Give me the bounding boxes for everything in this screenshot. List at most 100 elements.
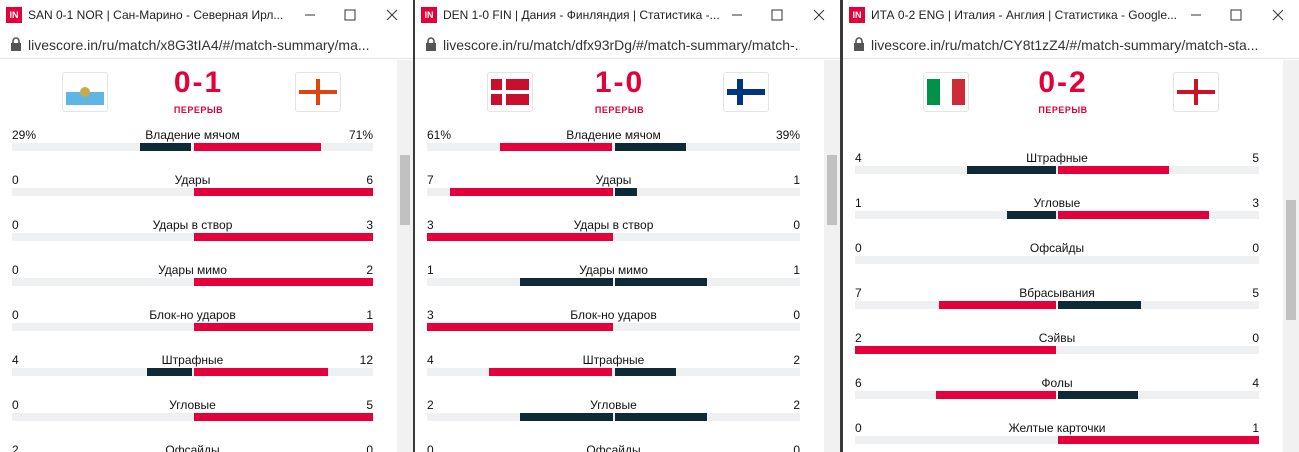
site-logo: IN [6, 7, 22, 23]
stat-label: Блок-но ударов [570, 308, 657, 322]
stat-label: Удары мимо [579, 263, 648, 277]
url-cover [800, 30, 840, 58]
stat-track [12, 233, 373, 241]
stat-track [855, 301, 1259, 309]
stat-track [855, 346, 1259, 354]
stats-list: 61% Владение мячом 39% 7 Удары 1 3 Удары в ство… [415, 122, 824, 452]
away-bar [1058, 391, 1138, 399]
stat-label: Удары [174, 173, 211, 187]
stat-track [427, 368, 800, 376]
match-status: ПЕРЕРЫВ [594, 105, 645, 115]
scrollbar[interactable] [1283, 60, 1299, 452]
away-value: 71% [348, 128, 373, 142]
home-bar [520, 278, 613, 286]
scrollbar-thumb[interactable] [400, 155, 410, 225]
score: 0-2 [1038, 66, 1088, 99]
home-value: 0 [12, 218, 19, 232]
stat-label: Удары в створ [573, 218, 654, 232]
stat-track [12, 368, 373, 376]
away-value: 5 [1252, 151, 1259, 165]
away-value: 5 [366, 398, 373, 412]
window-title: DEN 1-0 FIN | Дания - Финляндия | Статис… [443, 8, 720, 22]
away-value: 5 [1252, 286, 1259, 300]
stat-label: Офсайды [1029, 241, 1085, 255]
home-value: 1 [855, 196, 862, 210]
stat-track [427, 188, 800, 196]
home-value: 0 [427, 443, 434, 452]
home-value: 3 [427, 218, 434, 232]
match-status: ПЕРЕРЫВ [173, 105, 224, 115]
site-logo: IN [421, 7, 437, 23]
home-flag [923, 72, 969, 112]
title-bar: IN ИТА 0-2 ENG | Италия - Англия | Статис… [843, 0, 1299, 30]
away-bar [193, 413, 373, 421]
home-bar [935, 391, 1056, 399]
away-value: 6 [366, 173, 373, 187]
home-value: 4 [427, 353, 434, 367]
stat-track [427, 413, 800, 421]
stat-track [855, 211, 1259, 219]
home-value: 0 [855, 421, 862, 435]
home-value: 6 [855, 376, 862, 390]
home-bar [427, 233, 613, 241]
stat-track [427, 233, 800, 241]
home-value: 2 [12, 443, 19, 452]
home-bar [499, 143, 613, 151]
away-bar [614, 368, 676, 376]
home-value: 0 [855, 241, 862, 255]
stat-label: Угловые [1033, 196, 1081, 210]
away-bar [193, 278, 373, 286]
score: 1-0 [594, 66, 645, 99]
match-status: ПЕРЕРЫВ [1038, 105, 1088, 115]
away-bar [193, 233, 373, 241]
stat-label: Штрафные [582, 353, 645, 367]
stat-label: Угловые [169, 398, 216, 412]
stat-label: Владение мячом [145, 128, 240, 142]
home-value: 29% [12, 128, 37, 142]
stat-label: Сэйвы [1038, 331, 1076, 345]
scrollbar-thumb[interactable] [1286, 200, 1296, 320]
scrollbar[interactable] [397, 60, 413, 452]
away-value: 2 [793, 353, 800, 367]
window-controls [720, 0, 840, 30]
away-bar [1058, 211, 1209, 219]
url-cover [1259, 30, 1299, 58]
home-value: 0 [12, 398, 19, 412]
url: livescore.in/ru/match/dfx93rDg/#/match-s… [443, 37, 807, 53]
away-value: 0 [1252, 241, 1259, 255]
stat-track [855, 391, 1259, 399]
home-value: 7 [427, 173, 434, 187]
home-value: 2 [855, 331, 862, 345]
stat-label: Вбрасывания [1019, 286, 1095, 300]
window-title: ИТА 0-2 ENG | Италия - Англия | Статисти… [871, 8, 1178, 22]
home-bar [140, 143, 192, 151]
stat-track [855, 166, 1259, 174]
home-bar [967, 166, 1056, 174]
browser-window: IN ИТА 0-2 ENG | Италия - Англия | Статис… [843, 0, 1299, 452]
away-value: 1 [793, 263, 800, 277]
title-bar: IN SAN 0-1 NOR | Сан-Марино - Северная Ир… [0, 0, 413, 30]
away-bar [193, 143, 321, 151]
url-cover [373, 30, 413, 58]
away-value: 3 [1252, 196, 1259, 210]
scrollbar[interactable] [824, 60, 840, 452]
stat-track [427, 278, 800, 286]
away-value: 0 [366, 443, 373, 452]
home-value: 2 [427, 398, 434, 412]
stat-label: Удары мимо [158, 263, 227, 277]
stat-track [12, 143, 373, 151]
away-bar [614, 188, 637, 196]
stat-track [12, 188, 373, 196]
away-value: 1 [1252, 421, 1259, 435]
stats-list: 4 Штрафные 5 1 Угловые 3 0 Офсайды 0 7 Вбрасывания… [843, 122, 1283, 452]
scrollbar-thumb[interactable] [827, 155, 837, 225]
away-value: 39% [775, 128, 800, 142]
stat-track [12, 278, 373, 286]
stat-label: Угловые [590, 398, 637, 412]
site-logo: IN [849, 7, 865, 23]
address-bar: livescore.in/ru/match/x8G3tIA4/#/match-s… [0, 30, 413, 59]
home-value: 1 [427, 263, 434, 277]
window-controls [1179, 0, 1299, 30]
home-bar [855, 346, 1056, 354]
browser-window: IN SAN 0-1 NOR | Сан-Марино - Северная Ир… [0, 0, 413, 452]
